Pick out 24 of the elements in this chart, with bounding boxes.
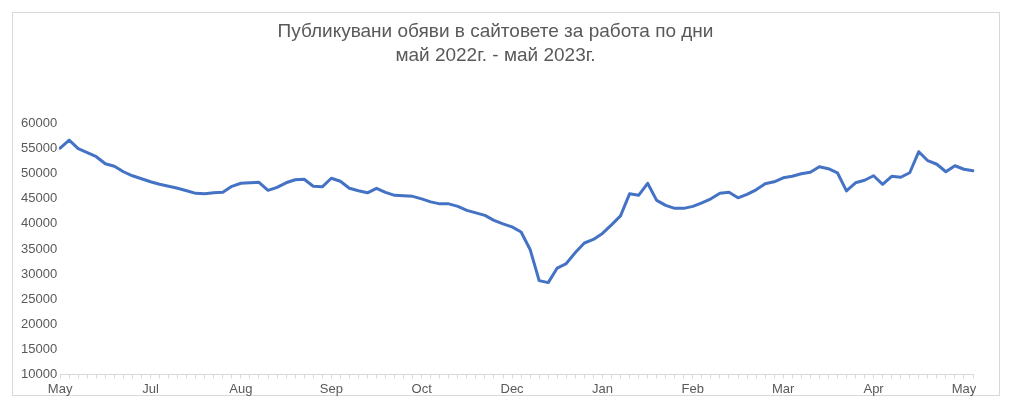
x-tick-label: Jan: [591, 380, 613, 396]
y-tick-label: 35000: [20, 240, 58, 256]
y-tick-label: 25000: [20, 290, 58, 306]
x-tick-label: Aug: [229, 380, 253, 396]
x-tick-label: Dec: [500, 380, 525, 396]
chart-title: Публикувани обяви в сайтовете за работа по дни: [277, 19, 714, 41]
x-tick-label: May: [951, 380, 977, 396]
y-tick-label: 60000: [20, 115, 58, 131]
x-tick-label: Apr: [863, 380, 885, 396]
x-tick-label: Sep: [319, 380, 343, 396]
y-tick-label: 20000: [20, 315, 58, 331]
chart-subtitle: май 2022г. - май 2023г.: [395, 44, 596, 66]
x-tick-label: Oct: [411, 380, 433, 396]
y-tick-label: 50000: [20, 165, 58, 181]
x-tick-label: May: [47, 380, 73, 396]
x-tick-label: Jul: [142, 380, 159, 396]
x-tick-label: Mar: [772, 380, 796, 396]
y-tick-label: 55000: [20, 140, 58, 156]
y-tick-label: 15000: [20, 340, 58, 356]
y-tick-label: 45000: [20, 190, 58, 206]
y-tick-label: 30000: [20, 265, 58, 281]
y-tick-label: 10000: [20, 365, 58, 381]
x-tick-label: Feb: [681, 380, 705, 396]
y-tick-label: 40000: [20, 215, 58, 231]
